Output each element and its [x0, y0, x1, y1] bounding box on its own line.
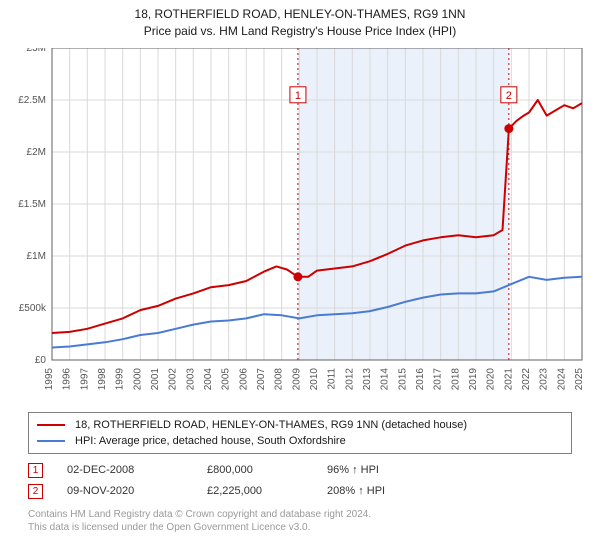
svg-text:£3M: £3M — [27, 48, 46, 54]
table-row: 2 09-NOV-2020 £2,225,000 208% ↑ HPI — [28, 481, 572, 502]
svg-text:2017: 2017 — [433, 367, 444, 390]
sale-price: £2,225,000 — [207, 485, 327, 497]
svg-text:2012: 2012 — [344, 367, 355, 390]
footer-line: This data is licensed under the Open Gov… — [28, 521, 572, 535]
svg-text:2006: 2006 — [238, 367, 249, 390]
svg-text:2014: 2014 — [380, 367, 391, 390]
svg-text:2000: 2000 — [132, 367, 143, 390]
legend-label: HPI: Average price, detached house, Sout… — [75, 435, 346, 447]
svg-text:2011: 2011 — [327, 367, 338, 389]
svg-text:£2.5M: £2.5M — [18, 95, 46, 106]
svg-text:1998: 1998 — [97, 367, 108, 390]
line-chart: £0 £500k £1M £1.5M £2M £2.5M £3M 1995 1996 1997 19… — [0, 48, 600, 406]
sales-table: 1 02-DEC-2008 £800,000 96% ↑ HPI 2 09-NO… — [28, 460, 572, 502]
svg-text:2: 2 — [506, 89, 512, 101]
svg-text:2010: 2010 — [309, 367, 320, 390]
svg-text:£1.5M: £1.5M — [18, 199, 46, 210]
svg-text:2015: 2015 — [397, 367, 408, 390]
marker-badge-icon: 1 — [28, 463, 43, 478]
legend-label: 18, ROTHERFIELD ROAD, HENLEY-ON-THAMES, … — [75, 419, 467, 431]
svg-text:2004: 2004 — [203, 367, 214, 390]
legend-row: 18, ROTHERFIELD ROAD, HENLEY-ON-THAMES, … — [37, 417, 563, 433]
svg-text:2008: 2008 — [274, 367, 285, 390]
svg-text:2001: 2001 — [150, 367, 161, 390]
marker-badge-icon: 2 — [28, 484, 43, 499]
svg-text:2009: 2009 — [291, 367, 302, 390]
legend: 18, ROTHERFIELD ROAD, HENLEY-ON-THAMES, … — [28, 412, 572, 454]
chart-titles: 18, ROTHERFIELD ROAD, HENLEY-ON-THAMES, … — [0, 0, 600, 40]
footer: Contains HM Land Registry data © Crown c… — [28, 508, 572, 535]
svg-text:2024: 2024 — [556, 367, 567, 390]
svg-text:1999: 1999 — [115, 367, 126, 390]
svg-text:2016: 2016 — [415, 367, 426, 390]
table-row: 1 02-DEC-2008 £800,000 96% ↑ HPI — [28, 460, 572, 481]
legend-swatch-icon — [37, 440, 65, 442]
svg-text:2013: 2013 — [362, 367, 373, 390]
sale-price: £800,000 — [207, 464, 327, 476]
svg-text:1997: 1997 — [79, 367, 90, 390]
svg-text:1995: 1995 — [44, 367, 55, 390]
footer-line: Contains HM Land Registry data © Crown c… — [28, 508, 572, 522]
svg-text:1996: 1996 — [62, 367, 73, 390]
legend-row: HPI: Average price, detached house, Sout… — [37, 433, 563, 449]
svg-text:2020: 2020 — [486, 367, 497, 390]
title-line-2: Price paid vs. HM Land Registry's House … — [0, 23, 600, 40]
svg-text:2021: 2021 — [503, 367, 514, 390]
svg-text:2023: 2023 — [539, 367, 550, 390]
title-line-1: 18, ROTHERFIELD ROAD, HENLEY-ON-THAMES, … — [0, 6, 600, 23]
svg-text:2007: 2007 — [256, 367, 267, 390]
svg-text:£1M: £1M — [27, 251, 46, 262]
sale-date: 09-NOV-2020 — [67, 485, 207, 497]
chart-area: £0 £500k £1M £1.5M £2M £2.5M £3M 1995 1996 1997 19… — [0, 48, 600, 406]
svg-text:1: 1 — [295, 89, 301, 101]
svg-text:2025: 2025 — [574, 367, 585, 390]
sale-pct: 208% ↑ HPI — [327, 485, 447, 497]
legend-swatch-icon — [37, 424, 65, 426]
svg-text:2022: 2022 — [521, 367, 532, 390]
svg-text:2019: 2019 — [468, 367, 479, 390]
svg-text:2003: 2003 — [185, 367, 196, 390]
svg-text:2005: 2005 — [221, 367, 232, 390]
sale-pct: 96% ↑ HPI — [327, 464, 447, 476]
sale-date: 02-DEC-2008 — [67, 464, 207, 476]
svg-text:2018: 2018 — [450, 367, 461, 390]
svg-text:£2M: £2M — [27, 147, 46, 158]
svg-text:2002: 2002 — [168, 367, 179, 390]
svg-text:£500k: £500k — [19, 303, 47, 314]
svg-text:£0: £0 — [35, 355, 47, 366]
